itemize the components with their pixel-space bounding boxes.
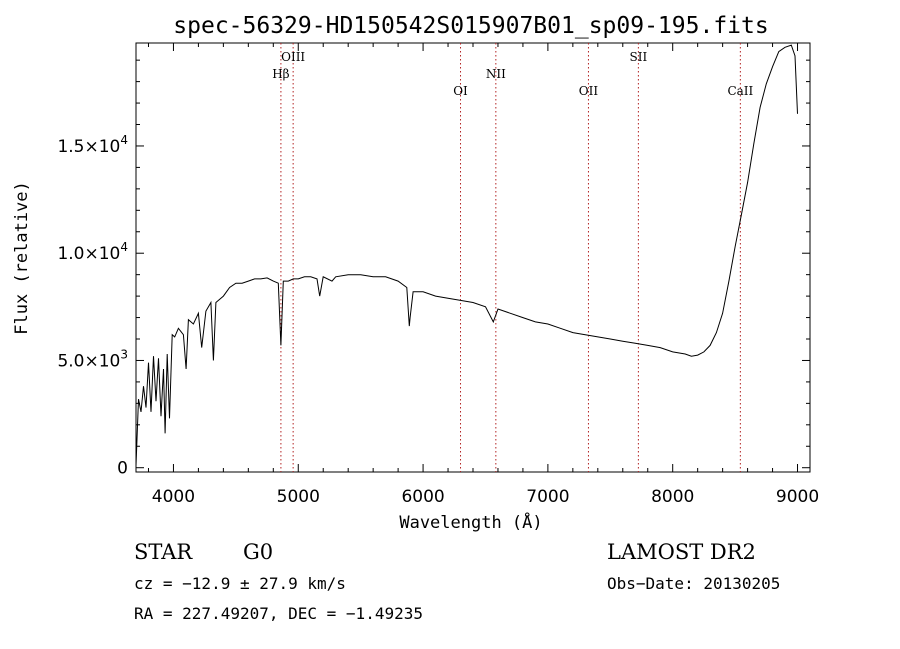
x-tick-label-3: 7000 bbox=[526, 487, 569, 507]
x-tick-label-0: 4000 bbox=[152, 487, 195, 507]
y-tick-label-2: 1.0×104 bbox=[57, 240, 128, 264]
x-axis-label: Wavelength (Å) bbox=[399, 511, 542, 533]
chart-title: spec-56329-HD150542S015907B01_sp09-195.f… bbox=[173, 13, 768, 39]
x-tick-label-4: 8000 bbox=[651, 487, 694, 507]
redshift-cz: cz = −12.9 ± 27.9 km/s bbox=[134, 574, 346, 593]
object-class: STAR bbox=[134, 540, 193, 564]
y-tick-label-3: 1.5×104 bbox=[57, 133, 128, 157]
y-axis-label: Flux (relative) bbox=[12, 181, 32, 335]
y-tick-label-0: 0 bbox=[117, 459, 128, 479]
x-tick-label-5: 9000 bbox=[776, 487, 819, 507]
line-label-4: OII bbox=[579, 84, 599, 98]
line-label-6: CaII bbox=[727, 84, 753, 98]
x-tick-label-1: 5000 bbox=[277, 487, 320, 507]
line-label-0: Hβ bbox=[272, 67, 289, 81]
observation-date: Obs−Date: 20130205 bbox=[607, 574, 781, 593]
emission-line-markers: Hβ OIII OI NII OII SII CaII bbox=[272, 43, 754, 472]
y-tick-label-1: 5.0×103 bbox=[57, 347, 128, 371]
x-tick-label-2: 6000 bbox=[401, 487, 444, 507]
axis-ticks: 4000 5000 6000 7000 8000 9000 0 5.0×103 1.0×104 1… bbox=[57, 43, 819, 507]
spectrum-line bbox=[135, 44, 798, 466]
survey-name: LAMOST DR2 bbox=[607, 540, 756, 564]
line-label-5: SII bbox=[630, 50, 648, 64]
plot-frame bbox=[135, 42, 811, 473]
ra-dec: RA = 227.49207, DEC = −1.49235 bbox=[134, 604, 423, 623]
line-label-3: NII bbox=[486, 67, 506, 81]
line-label-1: OIII bbox=[281, 50, 305, 64]
line-label-2: OI bbox=[453, 84, 468, 98]
object-subclass: G0 bbox=[243, 540, 274, 564]
